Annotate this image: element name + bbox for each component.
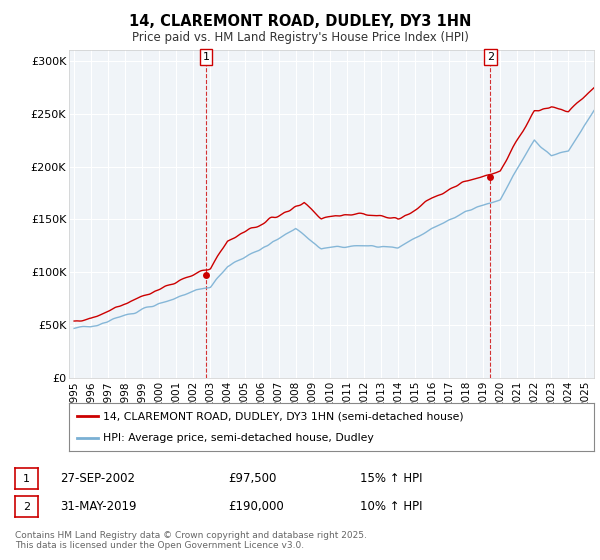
Text: 14, CLAREMONT ROAD, DUDLEY, DY3 1HN (semi-detached house): 14, CLAREMONT ROAD, DUDLEY, DY3 1HN (sem… bbox=[103, 411, 464, 421]
Point bbox=[485, 172, 495, 181]
Text: 1: 1 bbox=[23, 474, 30, 484]
Text: 10% ↑ HPI: 10% ↑ HPI bbox=[360, 500, 422, 514]
Text: 14, CLAREMONT ROAD, DUDLEY, DY3 1HN: 14, CLAREMONT ROAD, DUDLEY, DY3 1HN bbox=[129, 14, 471, 29]
Text: 15% ↑ HPI: 15% ↑ HPI bbox=[360, 472, 422, 486]
Text: 27-SEP-2002: 27-SEP-2002 bbox=[60, 472, 135, 486]
Text: Contains HM Land Registry data © Crown copyright and database right 2025.
This d: Contains HM Land Registry data © Crown c… bbox=[15, 530, 367, 550]
Text: 1: 1 bbox=[203, 52, 210, 62]
Text: £97,500: £97,500 bbox=[228, 472, 277, 486]
Text: 2: 2 bbox=[487, 52, 494, 62]
Text: HPI: Average price, semi-detached house, Dudley: HPI: Average price, semi-detached house,… bbox=[103, 433, 374, 443]
Text: Price paid vs. HM Land Registry's House Price Index (HPI): Price paid vs. HM Land Registry's House … bbox=[131, 31, 469, 44]
Text: 31-MAY-2019: 31-MAY-2019 bbox=[60, 500, 137, 514]
Point bbox=[202, 270, 211, 279]
Text: 2: 2 bbox=[23, 502, 30, 512]
Text: £190,000: £190,000 bbox=[228, 500, 284, 514]
